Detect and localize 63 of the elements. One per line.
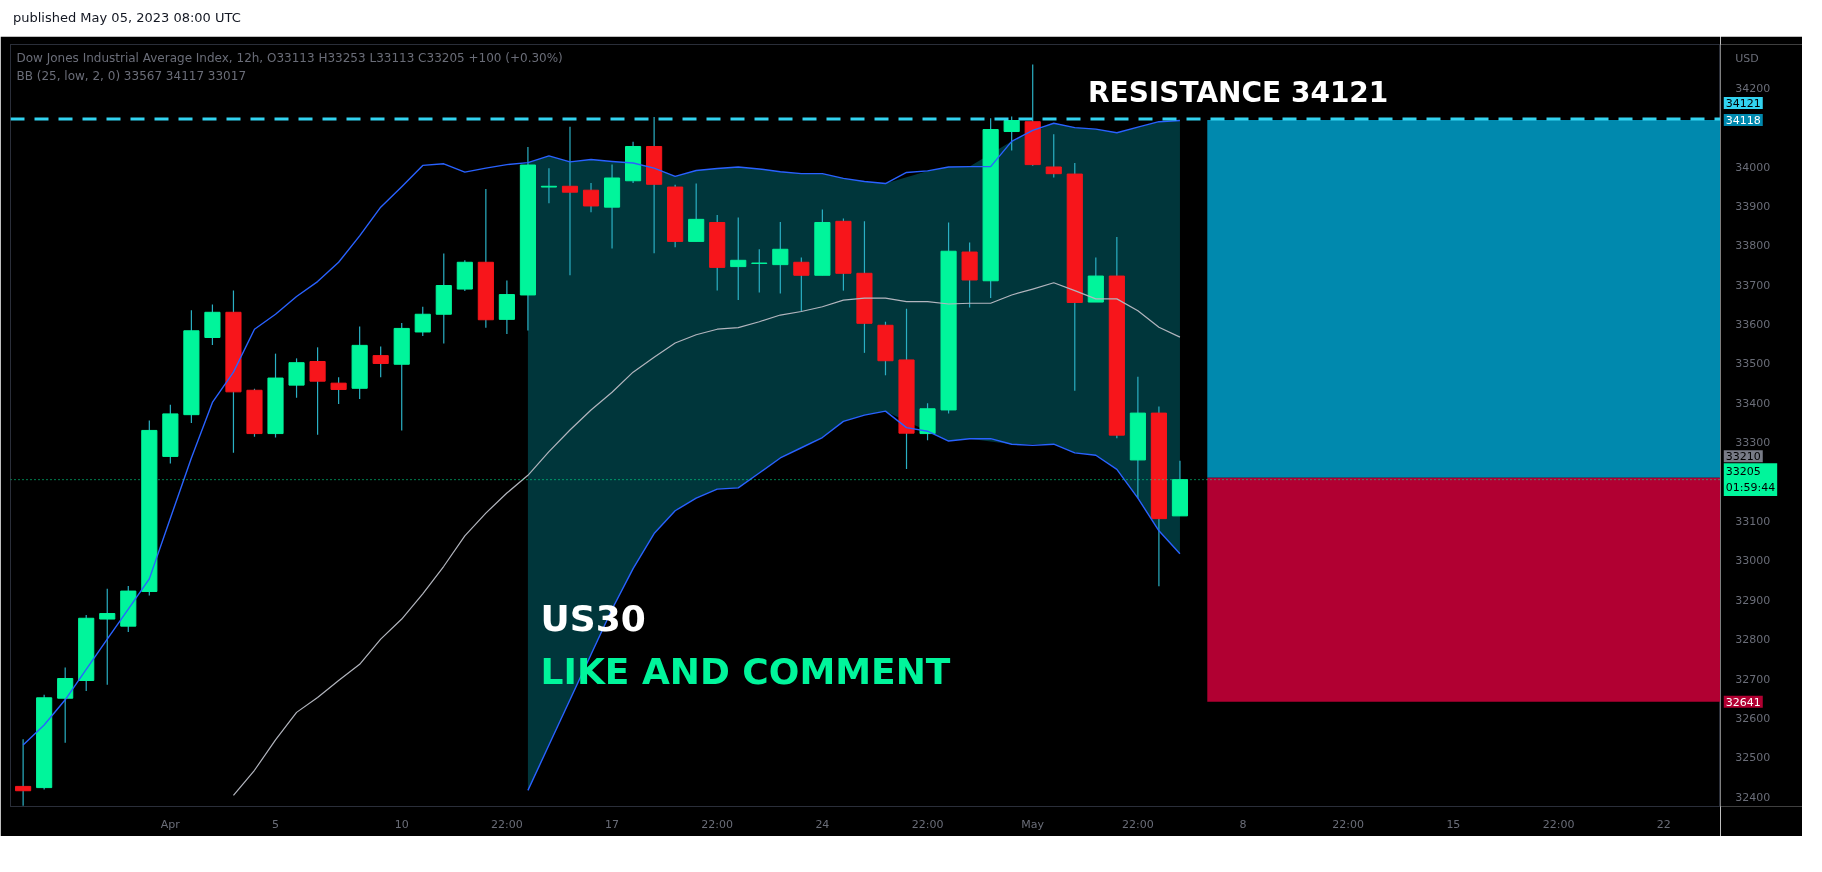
annotation: RESISTANCE 34121 bbox=[1088, 75, 1389, 109]
y-tick-label: 33800 bbox=[1735, 239, 1771, 253]
candlestick bbox=[793, 256, 810, 313]
y-tick-label: 32500 bbox=[1735, 751, 1771, 765]
candlestick bbox=[582, 182, 600, 213]
candlestick bbox=[414, 306, 431, 337]
candlestick bbox=[330, 376, 347, 405]
candlestick bbox=[288, 357, 305, 399]
line-series bbox=[22, 119, 1181, 746]
y-tick-label: 33000 bbox=[1735, 554, 1771, 568]
candlestick bbox=[1045, 133, 1062, 179]
band-label: 32641 bbox=[1725, 695, 1761, 709]
x-tick-label: 22:00 bbox=[1332, 817, 1365, 831]
text: Dow Jones Industrial Average Index, 12h, O33113 H33253 L33113 C33205 +100 (+0.30%) bbox=[16, 50, 563, 65]
x-tick-label: 5 bbox=[272, 817, 280, 831]
x-tick-label: 22:00 bbox=[1122, 817, 1154, 831]
candlestick bbox=[309, 346, 326, 436]
candlestick bbox=[751, 248, 768, 294]
y-tick-label: 34000 bbox=[1735, 160, 1771, 174]
y-tick-label: 33600 bbox=[1735, 318, 1771, 332]
y-tick-label: 33900 bbox=[1735, 199, 1771, 213]
y-tick-label: 34200 bbox=[1735, 81, 1771, 95]
candlestick bbox=[772, 221, 789, 294]
candlestick bbox=[372, 345, 389, 378]
y-tick-label: 32900 bbox=[1735, 593, 1771, 607]
x-tick-label: 22:00 bbox=[701, 817, 734, 831]
y-tick-label: 32700 bbox=[1735, 672, 1771, 686]
x-tick-label: 15 bbox=[1446, 817, 1461, 831]
x-tick-label: 22:00 bbox=[1542, 817, 1575, 831]
candlestick bbox=[99, 588, 116, 686]
candlestick bbox=[540, 167, 558, 204]
candlestick bbox=[57, 666, 74, 744]
text: 33210 bbox=[1725, 450, 1761, 464]
x-tick-label: 22:00 bbox=[911, 817, 944, 831]
line-series bbox=[527, 410, 1181, 792]
x-tick-label: 24 bbox=[815, 817, 830, 831]
x-tick-label: 8 bbox=[1239, 817, 1247, 831]
line-series bbox=[232, 282, 1181, 797]
y-tick-label: 32600 bbox=[1735, 711, 1771, 725]
candlestick bbox=[730, 216, 747, 301]
ref-line-label: 34121 bbox=[1725, 97, 1761, 111]
x-tick-label: 10 bbox=[394, 817, 409, 831]
x-tick-label: Apr bbox=[160, 817, 181, 831]
text: BB (25, low, 2, 0) 33567 34117 33017 bbox=[16, 68, 247, 83]
ref-line-label: 33205 01:59:44 bbox=[1725, 465, 1776, 494]
candlestick bbox=[1003, 115, 1020, 152]
band-label: 34118 bbox=[1725, 114, 1761, 128]
y-axis-title: USD bbox=[1735, 51, 1759, 65]
y-tick-label: 33700 bbox=[1735, 278, 1771, 292]
y-tick-label: 33300 bbox=[1735, 436, 1771, 450]
x-tick-label: May bbox=[1021, 817, 1045, 831]
candlestick bbox=[688, 182, 705, 242]
y-tick-label: 33500 bbox=[1735, 357, 1771, 371]
y-tick-label: 33400 bbox=[1735, 396, 1771, 410]
candlestick bbox=[561, 126, 579, 276]
text: published May 05, 2023 08:00 UTC bbox=[12, 9, 242, 27]
x-tick-label: 22 bbox=[1656, 817, 1671, 831]
x-tick-label: 17 bbox=[605, 817, 620, 831]
candlestick bbox=[15, 738, 32, 807]
y-tick-label: 33100 bbox=[1735, 515, 1771, 528]
x-tick-label: 22:00 bbox=[491, 817, 523, 831]
y-tick-label: 32400 bbox=[1735, 790, 1771, 804]
y-tick-label: 32800 bbox=[1735, 633, 1771, 647]
